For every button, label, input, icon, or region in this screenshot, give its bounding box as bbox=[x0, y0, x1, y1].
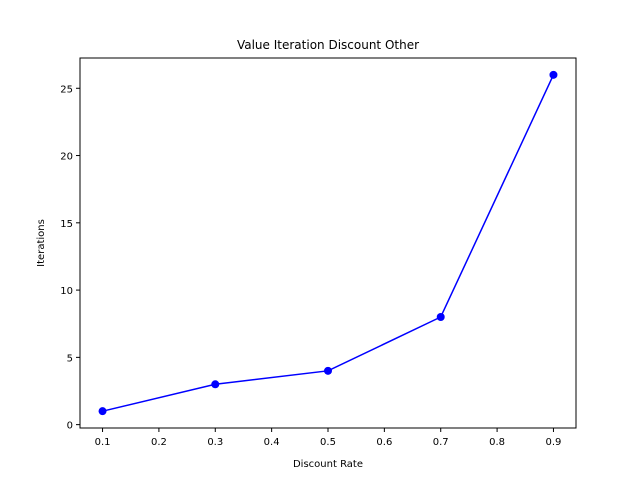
x-tick-label: 0.4 bbox=[264, 437, 280, 448]
series-line bbox=[102, 74, 555, 412]
x-axis-label: Discount Rate bbox=[293, 459, 363, 470]
x-tick-label: 0.1 bbox=[95, 437, 111, 448]
y-tick-label: 0 bbox=[67, 421, 73, 432]
data-point bbox=[98, 407, 107, 416]
series-layer bbox=[98, 70, 558, 416]
y-axis: 0 5 10 15 20 25 bbox=[60, 84, 80, 432]
y-tick-label: 5 bbox=[67, 353, 73, 364]
y-tick-label: 15 bbox=[60, 219, 73, 230]
x-tick-label: 0.2 bbox=[151, 437, 167, 448]
x-tick-label: 0.8 bbox=[489, 437, 505, 448]
x-tick-label: 0.3 bbox=[207, 437, 223, 448]
y-tick-label: 25 bbox=[60, 84, 73, 95]
y-tick-label: 20 bbox=[60, 152, 73, 163]
data-point bbox=[211, 380, 220, 389]
data-point bbox=[549, 70, 558, 79]
data-point bbox=[324, 366, 332, 375]
y-tick-label: 10 bbox=[60, 286, 73, 297]
data-point bbox=[436, 313, 445, 321]
x-tick-label: 0.9 bbox=[546, 437, 562, 448]
y-axis-label: Iterations bbox=[36, 219, 47, 267]
x-tick-label: 0.5 bbox=[320, 437, 336, 448]
x-tick-label: 0.6 bbox=[376, 437, 392, 448]
x-tick-label: 0.7 bbox=[433, 437, 449, 448]
chart-title: Value Iteration Discount Other bbox=[237, 38, 419, 52]
x-axis: 0.1 0.2 0.3 0.4 0.5 0.6 0.7 0.8 0.9 bbox=[95, 428, 562, 448]
